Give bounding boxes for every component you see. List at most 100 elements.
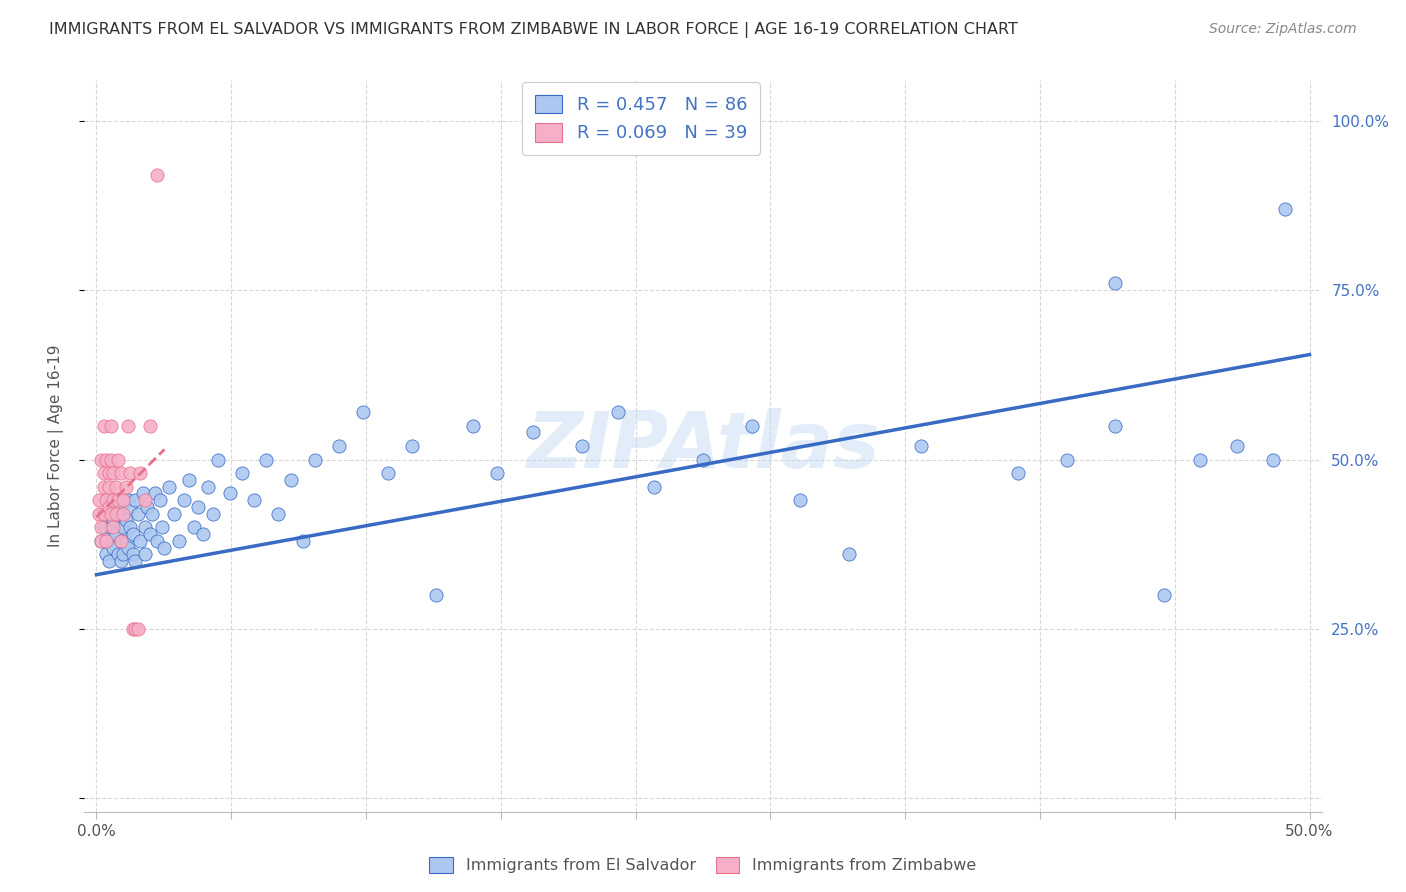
Point xyxy=(1226,439,1249,453)
Point xyxy=(197,480,219,494)
Point xyxy=(280,473,302,487)
Point xyxy=(485,466,508,480)
Y-axis label: In Labor Force | Age 16-19: In Labor Force | Age 16-19 xyxy=(48,344,63,548)
Point xyxy=(1153,588,1175,602)
Point xyxy=(97,466,120,480)
Point xyxy=(607,405,630,419)
Point xyxy=(134,547,156,561)
Point xyxy=(1104,418,1126,433)
Point xyxy=(254,452,277,467)
Point xyxy=(90,533,112,548)
Point xyxy=(139,527,162,541)
Point xyxy=(267,507,290,521)
Point xyxy=(107,507,129,521)
Point xyxy=(173,493,195,508)
Point xyxy=(114,533,136,548)
Point xyxy=(103,541,125,555)
Point xyxy=(117,493,139,508)
Point xyxy=(1261,452,1284,467)
Point xyxy=(352,405,374,419)
Point xyxy=(96,493,118,508)
Point xyxy=(100,418,122,433)
Point xyxy=(112,493,135,508)
Point xyxy=(148,493,170,508)
Point xyxy=(146,533,169,548)
Point xyxy=(153,541,176,555)
Text: IMMIGRANTS FROM EL SALVADOR VS IMMIGRANTS FROM ZIMBABWE IN LABOR FORCE | AGE 16-: IMMIGRANTS FROM EL SALVADOR VS IMMIGRANT… xyxy=(49,22,1018,38)
Point xyxy=(122,547,145,561)
Point xyxy=(838,547,860,561)
Point xyxy=(110,466,132,480)
Point xyxy=(377,466,399,480)
Point xyxy=(104,527,127,541)
Point xyxy=(104,507,127,521)
Point xyxy=(127,622,149,636)
Point xyxy=(231,466,253,480)
Point xyxy=(110,533,132,548)
Point xyxy=(87,493,110,508)
Point xyxy=(692,452,714,467)
Point xyxy=(97,500,120,514)
Point xyxy=(522,425,544,440)
Point xyxy=(96,452,118,467)
Point xyxy=(93,418,115,433)
Point xyxy=(910,439,932,453)
Point xyxy=(163,507,186,521)
Point xyxy=(219,486,242,500)
Point xyxy=(90,520,112,534)
Point xyxy=(87,507,110,521)
Point xyxy=(1056,452,1078,467)
Point xyxy=(1189,452,1212,467)
Point xyxy=(93,520,115,534)
Point xyxy=(110,533,132,548)
Point xyxy=(127,507,149,521)
Point xyxy=(110,554,132,568)
Point xyxy=(1104,277,1126,291)
Point xyxy=(112,520,135,534)
Point xyxy=(425,588,447,602)
Point xyxy=(117,418,139,433)
Point xyxy=(143,486,166,500)
Point xyxy=(110,500,132,514)
Point xyxy=(139,418,162,433)
Point xyxy=(150,520,173,534)
Point xyxy=(90,452,112,467)
Point xyxy=(187,500,209,514)
Point xyxy=(114,514,136,528)
Point xyxy=(304,452,326,467)
Point xyxy=(461,418,484,433)
Point xyxy=(96,533,118,548)
Point xyxy=(328,439,350,453)
Point xyxy=(789,493,811,508)
Text: ZIPAtlas: ZIPAtlas xyxy=(526,408,880,484)
Point xyxy=(96,507,118,521)
Point xyxy=(207,452,229,467)
Point xyxy=(193,527,215,541)
Point xyxy=(112,507,135,521)
Point xyxy=(120,466,142,480)
Point xyxy=(183,520,205,534)
Point xyxy=(103,493,125,508)
Point xyxy=(131,486,153,500)
Point xyxy=(103,520,125,534)
Point xyxy=(96,547,118,561)
Point xyxy=(571,439,593,453)
Point xyxy=(97,533,120,548)
Point xyxy=(103,466,125,480)
Point xyxy=(243,493,266,508)
Point xyxy=(167,533,190,548)
Point xyxy=(117,541,139,555)
Point xyxy=(141,507,163,521)
Point xyxy=(129,466,152,480)
Text: Source: ZipAtlas.com: Source: ZipAtlas.com xyxy=(1209,22,1357,37)
Point xyxy=(90,533,112,548)
Point xyxy=(100,520,122,534)
Point xyxy=(107,452,129,467)
Point xyxy=(104,493,127,508)
Legend: R = 0.457   N = 86, R = 0.069   N = 39: R = 0.457 N = 86, R = 0.069 N = 39 xyxy=(523,82,759,155)
Point xyxy=(112,547,135,561)
Point xyxy=(122,527,145,541)
Point xyxy=(100,507,122,521)
Point xyxy=(93,507,115,521)
Point xyxy=(401,439,423,453)
